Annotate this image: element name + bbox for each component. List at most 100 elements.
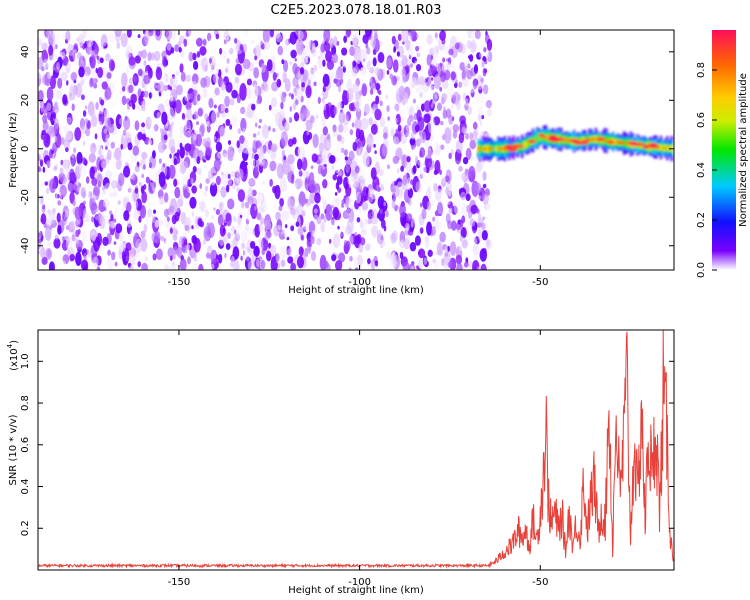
colorbar: 0.0 0.2 0.4 0.6 0.8 Normalized spectral ampl… [696,30,749,278]
spectrogram-cell [93,236,101,252]
spectrogram-cell [197,94,201,102]
spectrogram-cell [408,183,412,190]
spectrogram-cell [247,260,255,270]
spectrogram-cell [62,216,67,226]
spectrogram-cell [77,162,83,171]
spectrogram-cell [380,244,383,249]
spectrogram-cell [49,178,57,194]
spectrogram-cell [62,94,68,105]
spectrogram-cell [318,177,322,182]
spectrogram-cell [270,151,276,161]
spectrogram-cell [182,96,188,106]
spectrogram-cell [164,237,171,249]
spectrogram-cell [469,132,474,141]
spectrogram-cell [103,66,108,74]
spectrogram-cell [340,202,345,208]
spectrogram-cell [206,124,211,133]
spectrogram-cell [188,30,194,37]
spectrogram-cell [442,109,448,119]
spectrogram-cell [310,165,314,169]
spectrogram-cell [419,92,423,98]
spectrogram-cell [210,249,218,265]
spectrogram-cell [270,145,274,152]
spectrogram-cell [253,133,257,138]
spectrogram-cell [164,238,167,244]
spectrogram-cell [227,232,231,239]
spectrogram-cell [258,223,263,233]
spectrogram-cell [448,207,453,214]
spectrogram-cell [281,210,290,221]
spectrogram-cell [357,205,363,214]
spectrogram-cell [280,131,288,147]
spectrogram-cell [469,139,477,150]
spectrogram-cell [100,99,105,106]
spectrogram-cell [104,117,111,131]
spectrogram-cell [306,129,310,136]
spectrogram-cell [207,222,215,239]
spectrogram-cell [243,30,250,36]
spectrogram-cell [410,266,415,270]
spectrogram-cell [369,76,373,84]
spectrogram-cell [364,218,369,226]
spectrogram-cell [296,41,304,56]
spectrogram-cell [56,212,61,223]
spectrogram-cell [278,205,283,212]
spectrogram-cell [54,193,58,199]
spectrogram-cell [130,93,137,104]
spectrogram-cell [331,217,335,226]
spectrogram-cell [219,125,226,138]
spectrogram-cell [386,69,390,75]
spectrogram-cell [54,132,62,149]
spectrogram-cell [379,100,383,107]
spectrogram-cell [69,85,76,101]
spectrogram-cell [106,149,112,161]
spectrogram-cell [223,30,230,41]
spectrogram-cell [81,231,87,243]
spectrogram-cell [351,67,358,78]
spectrogram-cell [476,266,481,270]
spectrogram-cell [149,155,157,169]
spectrogram-cell [247,187,254,198]
spectrogram-cell [245,218,250,225]
spectrogram-cell [232,182,236,190]
spectrogram-cell [104,87,112,100]
spectrogram-cell [483,46,487,53]
spectrogram-cell [244,201,250,209]
spectrogram-cell [459,120,467,136]
spectrogram-cell [222,50,227,60]
snr-panel: -150 -100 -50 0.2 0.4 0.6 0.8 1.0 Height of st… [6,329,675,596]
spectrogram-cell [40,246,46,259]
spectrogram-cell [152,150,156,159]
spectrogram-cell [454,152,462,165]
bottom-x-tick-label: -150 [168,577,191,588]
spectrogram-cell [344,263,348,269]
spectrogram-cell [291,93,294,100]
spectrogram-cell [134,120,140,131]
spectrogram-cell [261,249,266,256]
spectrogram-cell [448,152,452,160]
spectrogram-cell [386,43,394,54]
spectrogram-cell [205,252,211,259]
spectrogram-cell [174,99,182,114]
spectrogram-cell [368,117,373,126]
spectrogram-cell [225,184,230,193]
spectrogram-cell [367,212,372,220]
spectrogram-cell [461,239,468,249]
top-y-tick-label: 40 [20,45,31,58]
spectrogram-cell [381,144,388,157]
spectrogram-cell [226,198,235,210]
spectrogram-cell [371,208,378,217]
spectrogram-cell [468,165,476,183]
spectrogram-cell [71,234,76,242]
spectrogram-cell [89,110,96,119]
spectrogram-cell [94,133,98,140]
spectrogram-cell [479,144,483,154]
spectrogram-cell [415,45,420,52]
spectrogram-cell [413,77,420,86]
spectrogram-cell [198,200,205,211]
spectrogram-cell [120,32,128,48]
spectrogram-cell [445,108,452,119]
spectrogram-cell [252,80,258,88]
spectrogram-cell [82,169,87,175]
spectrogram-cell [455,254,463,265]
